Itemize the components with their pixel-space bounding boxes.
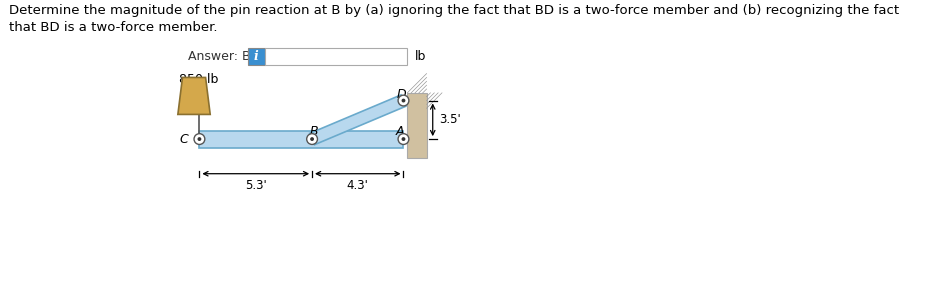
FancyBboxPatch shape (265, 48, 407, 65)
Circle shape (310, 137, 314, 141)
Text: 5.3': 5.3' (245, 179, 267, 192)
Circle shape (402, 137, 405, 141)
Text: B: B (310, 125, 318, 138)
Text: D: D (397, 88, 406, 101)
Polygon shape (178, 77, 210, 115)
Text: i: i (254, 50, 259, 63)
Polygon shape (199, 131, 404, 147)
Text: 850 lb: 850 lb (179, 73, 218, 86)
Circle shape (194, 134, 205, 144)
Text: 4.3': 4.3' (347, 179, 368, 192)
Text: that BD is a two-force member.: that BD is a two-force member. (9, 21, 218, 34)
Text: C: C (179, 132, 189, 146)
Bar (407, 93, 427, 158)
Text: A: A (396, 125, 405, 138)
FancyBboxPatch shape (248, 48, 265, 65)
Text: lb: lb (415, 50, 426, 63)
Polygon shape (310, 95, 405, 145)
Text: 3.5': 3.5' (439, 113, 460, 126)
Circle shape (398, 134, 409, 144)
Circle shape (398, 95, 409, 106)
Circle shape (402, 99, 405, 103)
Text: Determine the magnitude of the pin reaction at B by (a) ignoring the fact that B: Determine the magnitude of the pin react… (9, 4, 899, 17)
Circle shape (307, 134, 317, 144)
Text: Answer: B =: Answer: B = (188, 50, 265, 63)
Circle shape (197, 137, 202, 141)
